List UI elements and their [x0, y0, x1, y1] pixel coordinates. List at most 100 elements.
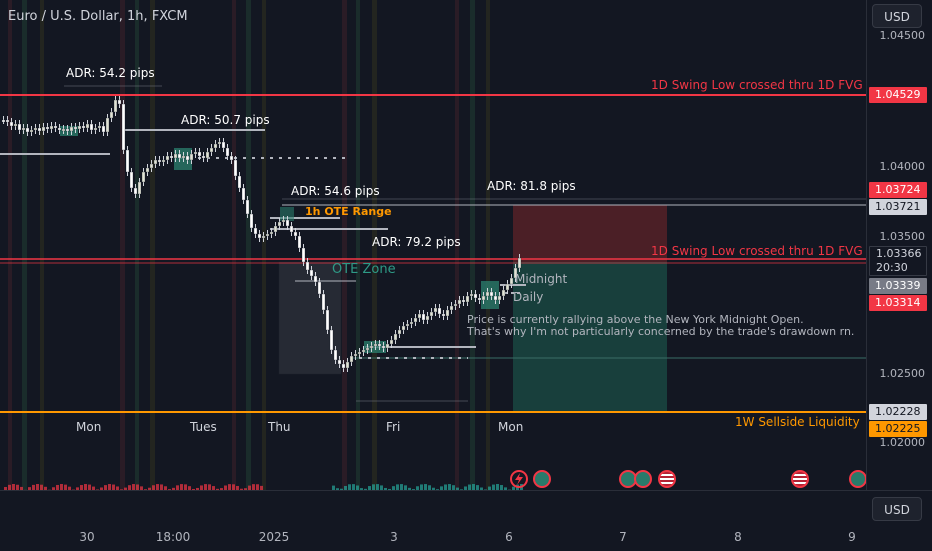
time-tick: 7 [619, 530, 627, 544]
candle [138, 182, 141, 194]
candle [182, 156, 185, 158]
price-axis[interactable]: 1.04500 1.04000 1.03500 1.02500 1.02000 … [866, 0, 932, 490]
price-label-target: 1.02225 [869, 421, 927, 437]
candle [134, 188, 137, 194]
stop-loss-zone[interactable] [513, 205, 667, 262]
candle [38, 128, 41, 131]
candle [406, 324, 409, 326]
candle [478, 298, 481, 300]
ote-zone-label: OTE Zone [332, 263, 396, 277]
candle [194, 152, 197, 154]
candle [14, 124, 17, 126]
candle [446, 310, 449, 316]
candle [358, 352, 361, 354]
candle [238, 176, 241, 188]
candle [362, 350, 365, 352]
candle [206, 152, 209, 158]
candle [186, 156, 189, 160]
time-tick: 30 [79, 530, 94, 544]
candle [498, 296, 501, 300]
candle [474, 294, 477, 298]
lightning-icon[interactable] [510, 470, 528, 488]
candle [310, 270, 313, 276]
candle [466, 296, 469, 302]
candle [494, 296, 497, 300]
day-label-tues: Tues [190, 420, 217, 434]
candle [414, 318, 417, 322]
candle [62, 129, 65, 131]
chart-pane[interactable]: Euro / U.S. Dollar, 1h, FXCM ADR: 54.2 p… [0, 0, 866, 490]
candle [198, 152, 201, 156]
time-tick: 8 [734, 530, 742, 544]
us-flag-icon[interactable] [791, 470, 809, 488]
candle [6, 120, 9, 122]
candle [118, 100, 121, 104]
candle [338, 360, 341, 364]
time-tick: 9 [848, 530, 856, 544]
us-flag-icon[interactable] [658, 470, 676, 488]
candle [106, 118, 109, 132]
candle [218, 142, 221, 144]
adr-label-2: ADR: 50.7 pips [181, 113, 270, 127]
candle [30, 130, 33, 132]
price-tick: 1.02000 [880, 436, 926, 449]
currency-button-bottom[interactable]: USD [872, 497, 922, 521]
candle [330, 330, 333, 350]
time-tick: 2025 [259, 530, 290, 544]
candle [482, 296, 485, 300]
price-tick: 1.03500 [880, 230, 926, 243]
candle [34, 128, 37, 130]
candle [454, 304, 457, 306]
candle [450, 306, 453, 310]
candle [470, 294, 473, 296]
candle [502, 290, 505, 296]
candle [58, 128, 61, 130]
candle [22, 128, 25, 130]
candle [98, 126, 101, 128]
price-tick-top: 1.04500 [880, 29, 926, 42]
candle [390, 340, 393, 344]
candle [318, 282, 321, 294]
candle [158, 160, 161, 162]
ote-zone-box[interactable] [279, 262, 341, 374]
candle [230, 156, 233, 160]
eu-flag-icon[interactable] [533, 470, 551, 488]
candle [178, 154, 181, 158]
currency-button-top[interactable]: USD [872, 4, 922, 28]
candle [242, 188, 245, 200]
candle [434, 308, 437, 312]
candle [114, 100, 117, 112]
price-label-swing-low-1: 1.04529 [869, 87, 927, 103]
candle [442, 314, 445, 316]
candle [278, 222, 281, 226]
eu-flag-icon[interactable] [849, 470, 866, 488]
candle [74, 127, 77, 129]
bar-countdown: 20:30 [876, 261, 926, 275]
price-label-stop: 1.03724 [869, 182, 927, 198]
candle [458, 300, 461, 304]
candle [438, 308, 441, 314]
candle [302, 248, 305, 262]
candle [386, 344, 389, 348]
candle [170, 156, 173, 158]
candle [374, 344, 377, 346]
candle [426, 316, 429, 320]
candle [418, 314, 421, 318]
daily-label: Daily [513, 290, 543, 304]
eu-flag-icon[interactable] [634, 470, 652, 488]
price-tick: 1.02500 [880, 367, 926, 380]
candle [274, 226, 277, 232]
candle [314, 276, 317, 282]
candle [66, 129, 69, 131]
candle [42, 127, 45, 131]
candles [2, 96, 521, 372]
adr-label-3: ADR: 54.6 pips [291, 184, 380, 198]
candle [486, 292, 489, 296]
candle [222, 142, 225, 148]
candle [290, 226, 293, 232]
candle [262, 236, 265, 238]
ote-range-label: 1h OTE Range [305, 205, 392, 219]
candle [286, 220, 289, 226]
candle [518, 258, 521, 268]
time-axis[interactable]: 30 18:00 2025 3 6 7 8 9 [0, 490, 932, 551]
